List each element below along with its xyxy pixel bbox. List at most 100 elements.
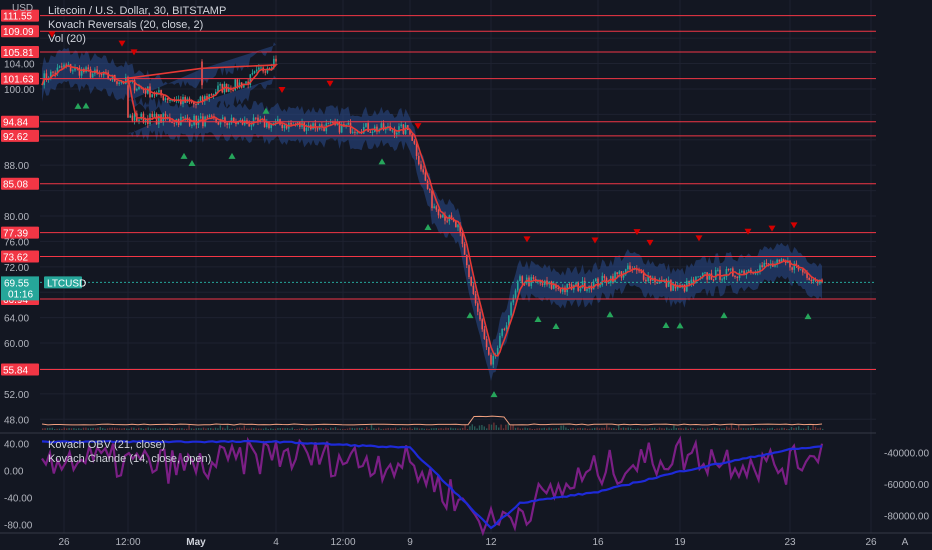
volume-bar [502, 428, 505, 430]
candle-body [78, 67, 81, 76]
candle-body [717, 269, 719, 271]
candle-body [426, 180, 429, 189]
x-tick-label: 12:00 [115, 537, 140, 548]
volume-bar [531, 428, 533, 430]
volume-bar [183, 428, 185, 430]
volume-bar [454, 428, 457, 430]
volume-bar [514, 427, 517, 430]
symbol-title[interactable]: Litecoin / U.S. Dollar, 30, BITSTAMP [48, 5, 227, 17]
candle-body [505, 325, 508, 330]
candle-body [283, 125, 286, 129]
candle-body [120, 81, 123, 83]
volume-bar [735, 428, 737, 430]
volume-bar [226, 425, 229, 430]
candle-body [455, 221, 457, 228]
level-label: 77.39 [3, 229, 28, 240]
volume-bar [661, 428, 663, 430]
volume-bar [414, 427, 416, 430]
volume-bar [342, 428, 344, 430]
reversal-up-triangle [534, 316, 542, 323]
volume-bar [351, 427, 353, 430]
volume-bar [90, 428, 92, 430]
auto-scale-label: A [902, 537, 909, 548]
candle-body [173, 122, 176, 124]
volume-bar [442, 428, 445, 430]
level-label: 105.81 [3, 48, 34, 59]
volume-bar [404, 427, 406, 430]
candle-body [816, 280, 819, 284]
level-label: 92.62 [3, 132, 28, 143]
candle-body [483, 329, 486, 339]
candle-body [492, 356, 495, 365]
candle-body [257, 117, 259, 122]
candle-body [212, 94, 215, 96]
volume-bar [150, 428, 152, 430]
volume-bar [306, 428, 308, 430]
volume-bar [291, 427, 293, 430]
volume-bar [469, 426, 471, 430]
volume-bar [795, 427, 797, 430]
volume-bar [126, 428, 128, 430]
candle-body [439, 215, 442, 218]
volume-bar [560, 425, 562, 430]
volume-bar [447, 427, 449, 430]
candle-body [87, 67, 90, 70]
y-tick-label: 100.00 [4, 85, 35, 96]
candle-body [575, 282, 577, 286]
candle-body [215, 118, 217, 123]
volume-bar [649, 428, 651, 430]
volume-bar [325, 427, 327, 430]
candle-body [382, 123, 385, 130]
volume-bar [102, 428, 104, 430]
volume-bar [246, 428, 248, 430]
volume-bar [322, 428, 325, 430]
volume-bar [500, 424, 502, 430]
volume-bar [255, 428, 257, 430]
volume-bar [601, 427, 603, 430]
lower-left-tick: -40.00 [4, 493, 33, 504]
candle-body [230, 117, 233, 124]
volume-bar [678, 428, 680, 430]
indicator-obv-label[interactable]: Kovach OBV (21, close) [48, 439, 166, 451]
volume-bar [49, 427, 51, 430]
candle-body [642, 273, 645, 280]
volume-bar [243, 425, 245, 430]
volume-bar [162, 428, 164, 430]
currency-label: USD [12, 3, 34, 14]
volume-bar [697, 428, 699, 430]
candle-body [151, 94, 154, 98]
volume-bar [781, 427, 783, 430]
indicator-volume-label[interactable]: Vol (20) [48, 33, 86, 45]
candle-body [595, 278, 597, 282]
candle-body [131, 115, 134, 121]
candle-body [721, 279, 723, 281]
current-price-label: 69.55 [4, 278, 29, 289]
candle-body [221, 84, 224, 93]
volume-bar [822, 428, 824, 430]
candle-body [541, 283, 544, 285]
volume-bar [46, 427, 49, 430]
candle-body [614, 272, 616, 283]
candle-body [215, 91, 217, 95]
candle-body [821, 279, 823, 283]
volume-bar [363, 428, 365, 430]
reversal-up-triangle [676, 322, 684, 329]
candle-body [695, 276, 697, 283]
candle-body [275, 58, 277, 62]
candle-body [736, 276, 739, 278]
candle-body [618, 271, 621, 275]
volume-bar [476, 428, 478, 430]
candle-body [499, 335, 501, 349]
level-label-box [1, 177, 39, 190]
volume-bar [567, 428, 569, 430]
reversal-down-triangle [48, 31, 56, 38]
indicator-chande-label[interactable]: Kovach Chande (14, close, open) [48, 453, 212, 465]
candle-body [435, 206, 438, 210]
obv-line [41, 439, 823, 530]
candle-body [663, 279, 665, 281]
volume-bar [104, 428, 106, 430]
volume-bar [495, 425, 497, 430]
indicator-reversals-label[interactable]: Kovach Reversals (20, close, 2) [48, 19, 204, 31]
volume-bar [711, 427, 713, 430]
